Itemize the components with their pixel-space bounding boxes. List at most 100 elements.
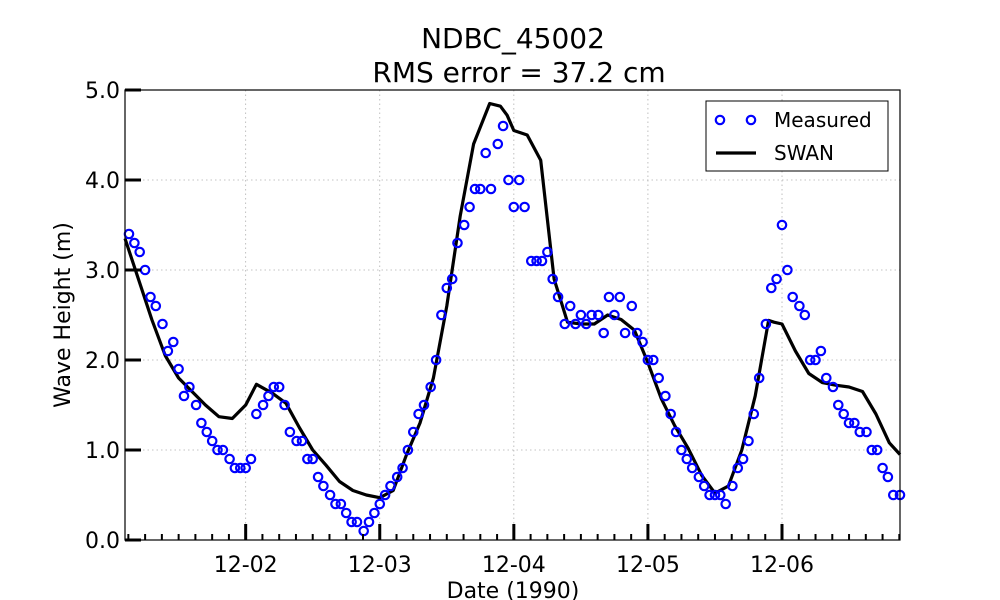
measured-point: [794, 300, 805, 312]
measured-point: [542, 246, 553, 258]
measured-point: [849, 417, 860, 429]
measured-point: [647, 354, 659, 366]
measured-point: [709, 489, 721, 501]
measured-point: [771, 273, 782, 285]
measured-point: [441, 282, 453, 294]
measured-point: [693, 471, 705, 483]
measured-point: [861, 426, 872, 438]
measured-point: [732, 462, 744, 474]
x-axis-ticks: 12-02 12-03 12-04 12-05 12-06: [127, 524, 901, 578]
legend-label-swan: SWAN: [774, 141, 834, 165]
measured-point: [263, 390, 274, 402]
measured-point: [838, 408, 849, 420]
legend: Measured SWAN: [705, 100, 889, 172]
measured-point: [782, 264, 793, 276]
y-tick-label: 1.0: [85, 439, 120, 464]
measured-point: [642, 354, 654, 366]
measured-point: [503, 174, 514, 186]
measured-point: [536, 255, 548, 267]
measured-point: [240, 462, 251, 474]
measured-point: [201, 426, 213, 438]
x-tick-label: 12-02: [214, 553, 278, 578]
measured-point: [413, 408, 424, 420]
measured-point: [804, 354, 816, 366]
measured-point: [815, 345, 827, 357]
measured-point: [760, 318, 772, 330]
measured-point: [552, 291, 564, 303]
measured-point: [150, 300, 162, 312]
measured-point: [312, 471, 324, 483]
measured-point: [559, 318, 571, 330]
measured-point: [598, 327, 609, 339]
measured-point: [603, 291, 615, 303]
y-tick-label: 2.0: [85, 349, 120, 374]
measured-point: [519, 201, 530, 213]
measured-point: [391, 471, 403, 483]
legend-label-measured: Measured: [774, 108, 872, 132]
measured-point: [513, 174, 525, 186]
measured-point: [245, 453, 257, 465]
measured-point: [190, 399, 202, 411]
measured-point: [660, 390, 671, 402]
swan-series: [123, 101, 902, 500]
measured-point: [184, 381, 195, 393]
measured-point: [810, 354, 821, 366]
measured-point: [469, 183, 481, 195]
measured-point: [168, 336, 179, 348]
measured-point: [665, 408, 676, 420]
legend-marker-measured: [745, 114, 757, 126]
measured-point: [480, 147, 491, 159]
measured-point: [737, 453, 749, 465]
measured-point: [446, 273, 458, 285]
measured-point: [887, 489, 899, 501]
measured-point: [307, 453, 318, 465]
measured-point: [284, 426, 296, 438]
measured-point: [854, 426, 866, 438]
measured-point: [743, 435, 754, 447]
measured-point: [291, 435, 302, 447]
measured-point: [279, 399, 290, 411]
measured-point: [369, 507, 380, 519]
measured-point: [235, 462, 246, 474]
measured-point: [452, 237, 463, 249]
x-tick-label: 12-06: [750, 553, 814, 578]
measured-point: [787, 291, 798, 303]
measured-point: [397, 462, 408, 474]
measured-point: [698, 480, 710, 492]
x-tick-label: 12-03: [348, 553, 412, 578]
measured-point: [492, 138, 504, 150]
measured-point: [676, 444, 687, 456]
measured-point: [358, 525, 369, 537]
measured-point: [871, 444, 883, 456]
chart-title: NDBC_45002: [421, 22, 605, 55]
measured-point: [609, 309, 620, 321]
legend-frame: [705, 100, 889, 172]
measured-point: [547, 273, 558, 285]
measured-point: [425, 381, 436, 393]
measured-point: [626, 300, 638, 312]
measured-point: [162, 345, 174, 357]
x-tick-label: 12-04: [482, 553, 546, 578]
legend-marker-measured: [714, 114, 726, 126]
measured-point: [776, 219, 788, 231]
measured-point: [799, 309, 811, 321]
measured-point: [324, 489, 336, 501]
measured-point: [765, 282, 777, 294]
measured-point: [318, 480, 329, 492]
measured-point: [363, 516, 375, 528]
measured-point: [508, 201, 520, 213]
x-tick-label: 12-05: [616, 553, 680, 578]
measured-point: [525, 255, 537, 267]
measured-point: [727, 480, 738, 492]
measured-point: [531, 255, 542, 267]
measured-point: [458, 219, 470, 231]
measured-point: [637, 336, 648, 348]
measured-point: [580, 318, 592, 330]
measured-point: [436, 309, 447, 321]
measured-point: [407, 426, 419, 438]
measured-point: [379, 489, 391, 501]
measured-point: [134, 246, 145, 258]
measured-point: [273, 381, 285, 393]
y-tick-label: 3.0: [85, 259, 120, 284]
